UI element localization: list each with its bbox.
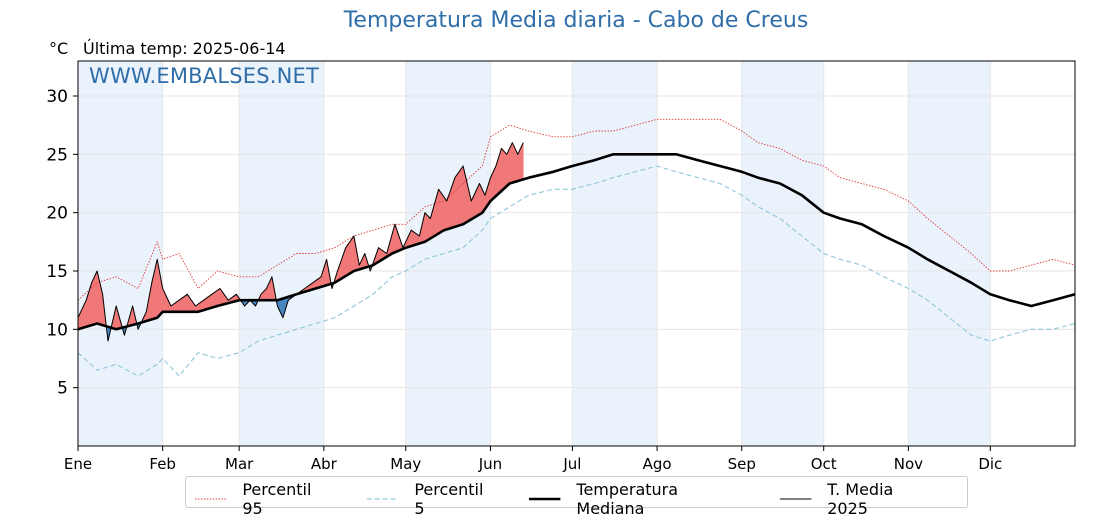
month-band-1: [239, 61, 324, 446]
legend-swatch-media2025: [779, 498, 812, 500]
x-axis-ticks: Ene Feb Mar Abr May Jun Jul Ago Sep Oct Nov Dic: [64, 446, 1002, 473]
month-band-5: [908, 61, 991, 446]
last-temp-prefix: Última temp:: [83, 39, 188, 58]
x-tick-label-Mar: Mar: [225, 455, 254, 473]
legend-item-media2025: T. Media 2025: [778, 480, 937, 518]
legend-label-p95: Percentil 95: [242, 480, 312, 518]
y-tick-label-15: 15: [46, 262, 68, 282]
x-tick-label-Abr: Abr: [311, 455, 338, 473]
month-band-2: [405, 61, 491, 446]
x-tick-label-May: May: [390, 455, 421, 473]
month-band-0: [78, 61, 163, 446]
x-tick-label-Jul: Jul: [562, 455, 581, 473]
month-band-4: [741, 61, 824, 446]
legend-label-median: Temperatura Mediana: [576, 480, 679, 518]
x-tick-label-Feb: Feb: [149, 455, 176, 473]
legend-item-median: Temperatura Mediana: [527, 480, 748, 518]
legend-swatch-p95: [194, 498, 227, 500]
y-tick-label-20: 20: [46, 204, 68, 224]
series-line-t-media-2025: [77, 142, 524, 342]
legend-label-p5: Percentil 5: [414, 480, 484, 518]
month-band-3: [572, 61, 658, 446]
last-temp-date: 2025-06-14: [192, 39, 286, 58]
y-tick-label-25: 25: [46, 145, 68, 165]
series-line-temperatura-mediana: [77, 153, 1076, 331]
month-bands: [78, 61, 991, 446]
legend-item-p5: Percentil 5: [365, 480, 497, 518]
legend-swatch-median: [529, 497, 561, 501]
x-tick-label-Ago: Ago: [643, 455, 672, 473]
plot-frame: [77, 60, 1076, 447]
x-tick-label-Oct: Oct: [811, 455, 837, 473]
last-temp-label: Última temp: 2025-06-14: [83, 39, 286, 58]
watermark: WWW.EMBALSES.NET: [89, 64, 320, 88]
chart-title: Temperatura Media diaria - Cabo de Creus: [343, 8, 809, 33]
x-tick-label-Dic: Dic: [978, 455, 1002, 473]
y-tick-label-10: 10: [46, 320, 68, 340]
x-tick-label-Jun: Jun: [478, 455, 502, 473]
y-tick-label-30: 30: [46, 87, 68, 107]
anomaly-fill-segment: [521, 142, 524, 181]
y-axis-ticks: 5 10 15 20 25 30: [46, 87, 78, 399]
x-tick-label-Ene: Ene: [64, 455, 92, 473]
legend: Percentil 95 Percentil 5 Temperatura Med…: [185, 476, 968, 518]
series-line-percentil-5: [77, 165, 1076, 377]
series-line-percentil-95: [77, 118, 1076, 301]
legend-swatch-p5: [366, 498, 399, 500]
x-tick-label-Nov: Nov: [894, 455, 923, 473]
chart-svg: 5 10 15 20 25 30 Ene Feb Mar Abr May Jun Jul Ago Sep O…: [46, 60, 1076, 473]
y-tick-label-5: 5: [57, 379, 68, 399]
series-lines: [77, 118, 1076, 377]
y-axis-unit: °C: [49, 39, 69, 58]
legend-label-media2025: T. Media 2025: [827, 480, 894, 518]
x-tick-label-Sep: Sep: [728, 455, 756, 473]
legend-item-p95: Percentil 95: [193, 480, 335, 518]
